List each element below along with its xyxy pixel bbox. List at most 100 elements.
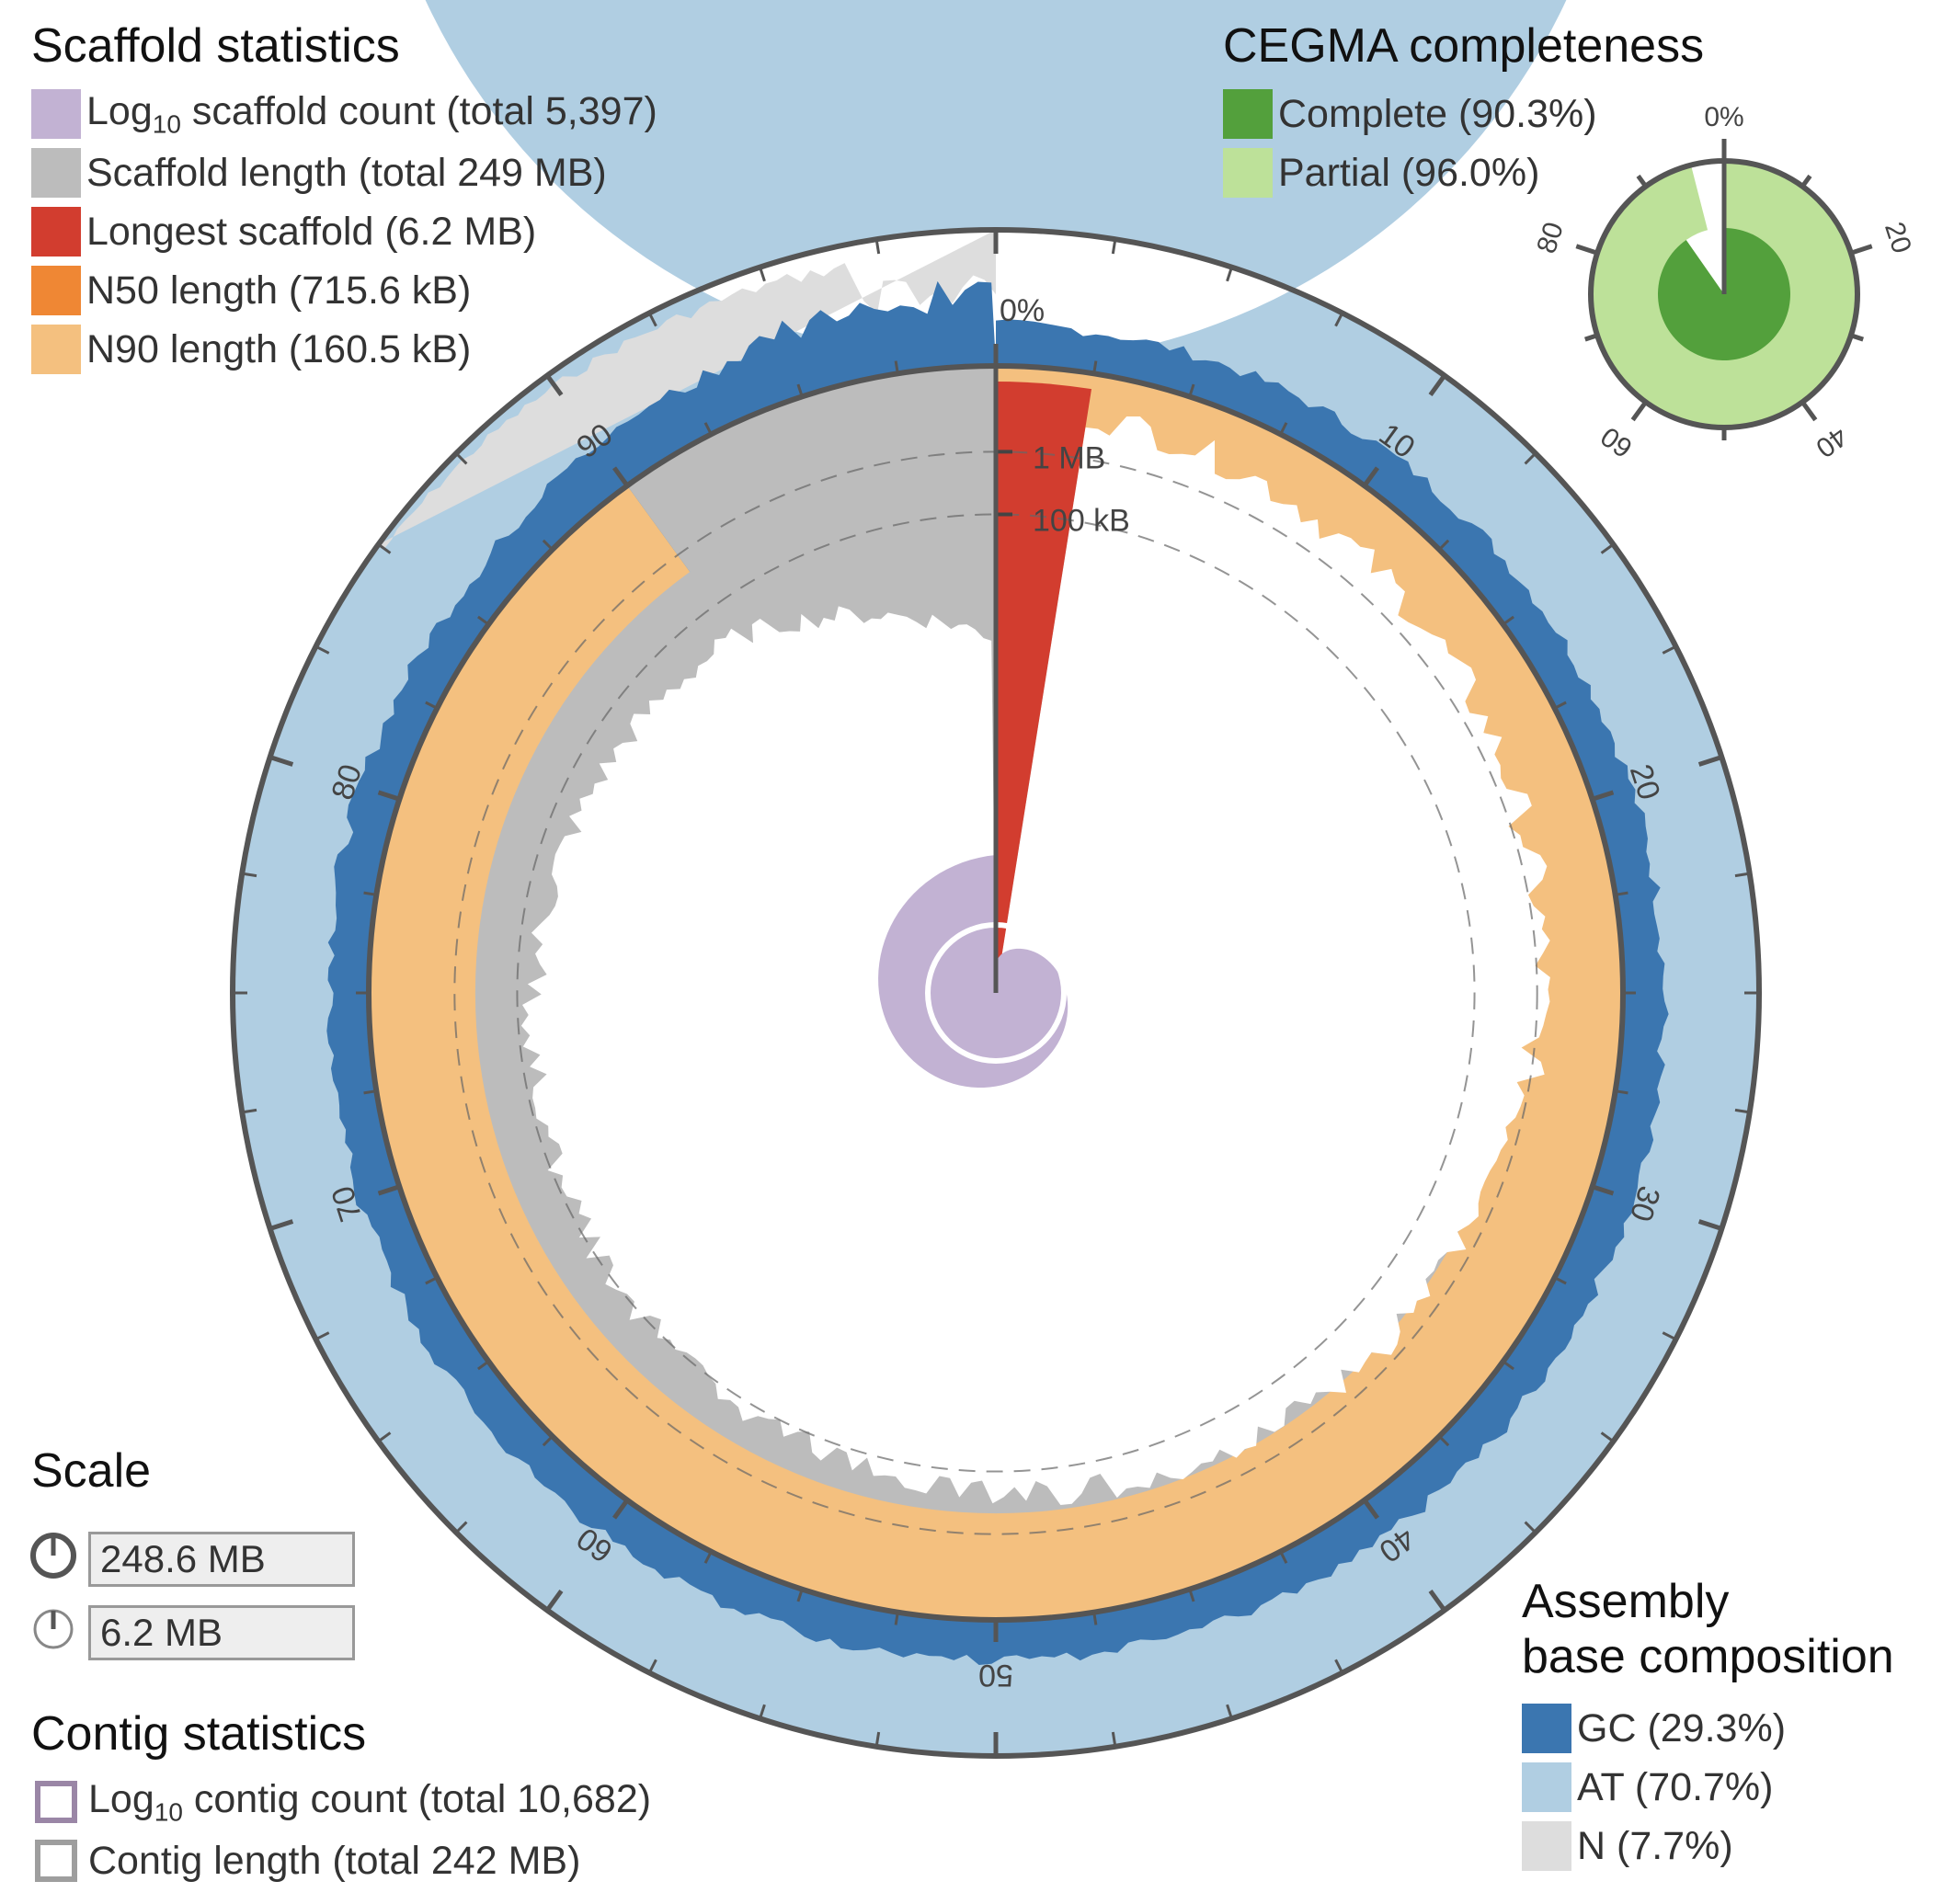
legend-label: Log10 contig count (total 10,682): [88, 1777, 651, 1828]
legend-swatch: [1223, 148, 1273, 198]
scaffold-statistics-title: Scaffold statistics: [31, 19, 400, 73]
longest-scaffold-wedge: [996, 382, 1092, 993]
inner-axis-tick: [1591, 1184, 1615, 1196]
inner-axis-tick: [612, 466, 630, 487]
inner-axis-tick: [477, 615, 490, 626]
inner-axis-tick: [377, 790, 401, 802]
inner-axis-tick: [1502, 615, 1514, 626]
outer-axis-tick: [874, 238, 881, 255]
outer-axis-tick: [1697, 1219, 1723, 1231]
inner-axis-tick: [1615, 1089, 1628, 1095]
outer-axis-tick: [269, 755, 294, 767]
legend-label-prefix: Log: [88, 1776, 154, 1821]
outer-axis-tick: [1428, 374, 1446, 397]
outer-axis-tick: [874, 1731, 881, 1748]
legend-label: Contig length (total 242 MB): [88, 1838, 581, 1883]
cegma-title: CEGMA completeness: [1223, 19, 1705, 73]
circumference-scale-value: 248.6 MB: [88, 1532, 355, 1587]
legend-swatch: [1522, 1704, 1571, 1753]
base-composition-title-line2: base composition: [1522, 1630, 1894, 1683]
legend-swatch: [31, 89, 81, 139]
outer-axis-tick: [1226, 267, 1233, 282]
legend-label-suffix: scaffold count (total 5,397): [180, 88, 657, 133]
cegma-plot: 0% 20 40 60 80: [1531, 102, 1916, 463]
outer-axis-tick: [377, 542, 392, 554]
outer-axis-tick: [545, 374, 564, 397]
base-composition-title-line1: Assembly: [1522, 1575, 1730, 1628]
legend-swatch: [1522, 1762, 1571, 1812]
legend-swatch: [35, 1840, 77, 1882]
legend-swatch: [31, 325, 81, 374]
cegma-legend: Complete (90.3%) Partial (96.0%): [1223, 85, 1597, 202]
n-composition-area: [378, 230, 997, 549]
legend-item-scaffold-length: Scaffold length (total 249 MB): [31, 143, 657, 202]
legend-item-at: AT (70.7%): [1522, 1758, 1786, 1817]
inner-axis-tick: [1362, 466, 1379, 487]
inner-axis-tick: [1092, 1612, 1098, 1625]
inner-axis-tick: [703, 422, 713, 436]
legend-label-suffix: contig count (total 10,682): [182, 1776, 652, 1821]
outer-axis-tick: [647, 312, 657, 327]
legend-label: N90 length (160.5 kB): [86, 326, 472, 371]
outer-axis-tick: [314, 644, 330, 655]
cegma-tick: [1636, 174, 1648, 188]
cegma-tick: [1850, 333, 1864, 342]
inner-axis-tick: [1438, 539, 1450, 551]
radius-scale-icon: [33, 1609, 74, 1649]
contig-legend: Log10 contig count (total 10,682) Contig…: [31, 1773, 651, 1890]
outer-axis-tick: [269, 1219, 294, 1231]
inner-axis-tick: [894, 360, 899, 374]
legend-item-complete: Complete (90.3%): [1223, 85, 1597, 143]
legend-label: Complete (90.3%): [1278, 91, 1597, 136]
outer-axis-tick: [1334, 312, 1344, 327]
legend-swatch: [35, 1781, 77, 1823]
base-composition-legend: GC (29.3%) AT (70.7%) N (7.7%): [1522, 1699, 1786, 1875]
inner-axis-tick: [894, 1612, 899, 1625]
cegma-tick: [1575, 244, 1598, 256]
outer-axis-tick: [1600, 542, 1615, 554]
scale-title: Scale: [31, 1444, 152, 1498]
legend-item-n90: N90 length (160.5 kB): [31, 320, 657, 379]
legend-item-contig-length: Contig length (total 242 MB): [31, 1831, 651, 1890]
cegma-tick-label: 0%: [1704, 102, 1743, 132]
log-count-spiral: [878, 368, 1068, 1089]
outer-axis-tick: [241, 872, 257, 878]
inner-axis-tick: [1438, 1435, 1450, 1447]
legend-item-partial: Partial (96.0%): [1223, 143, 1597, 202]
outer-axis-tick: [1226, 1704, 1233, 1719]
outer-axis-tick: [314, 1331, 330, 1341]
legend-swatch: [1223, 89, 1273, 139]
contig-statistics-title: Contig statistics: [31, 1707, 367, 1761]
inner-axis-tick: [703, 1550, 713, 1564]
inner-axis-tick: [425, 1276, 439, 1285]
legend-label: N (7.7%): [1577, 1823, 1733, 1868]
cegma-tick: [1850, 244, 1873, 256]
cegma-tick-label: 80: [1531, 219, 1570, 257]
cegma-tick: [1630, 400, 1648, 422]
legend-swatch: [31, 207, 81, 257]
n-composition-band: [378, 230, 997, 549]
legend-item-contig-count: Log10 contig count (total 10,682): [31, 1773, 651, 1831]
scaffold-count-spiral: [878, 855, 1068, 1089]
circumference-scale-icon: [30, 1533, 76, 1579]
legend-item-gc: GC (29.3%): [1522, 1699, 1786, 1758]
outer-axis-tick: [377, 1431, 392, 1443]
legend-label: Longest scaffold (6.2 MB): [86, 209, 537, 254]
outer-axis-tick: [647, 1659, 657, 1674]
outer-axis-tick: [1662, 1331, 1677, 1341]
legend-label: Scaffold length (total 249 MB): [86, 150, 607, 195]
outer-axis-tick: [759, 1704, 766, 1719]
outer-axis-tick: [1734, 872, 1751, 878]
inner-axis-tick: [542, 539, 554, 551]
outer-axis-tick: [1600, 1431, 1615, 1443]
legend-label: Log10 scaffold count (total 5,397): [86, 89, 657, 140]
outer-axis-tick: [1734, 1108, 1751, 1114]
inner-axis-tick: [363, 891, 377, 896]
cegma-tick: [1800, 174, 1812, 188]
inner-axis-tick: [1092, 360, 1098, 374]
base-composition-title: Assembly base composition: [1522, 1574, 1894, 1684]
outer-axis-tick: [1428, 1589, 1446, 1612]
legend-swatch: [1522, 1821, 1571, 1871]
outer-axis-tick: [1111, 1731, 1117, 1748]
radial-grid-circle: [516, 513, 1476, 1473]
